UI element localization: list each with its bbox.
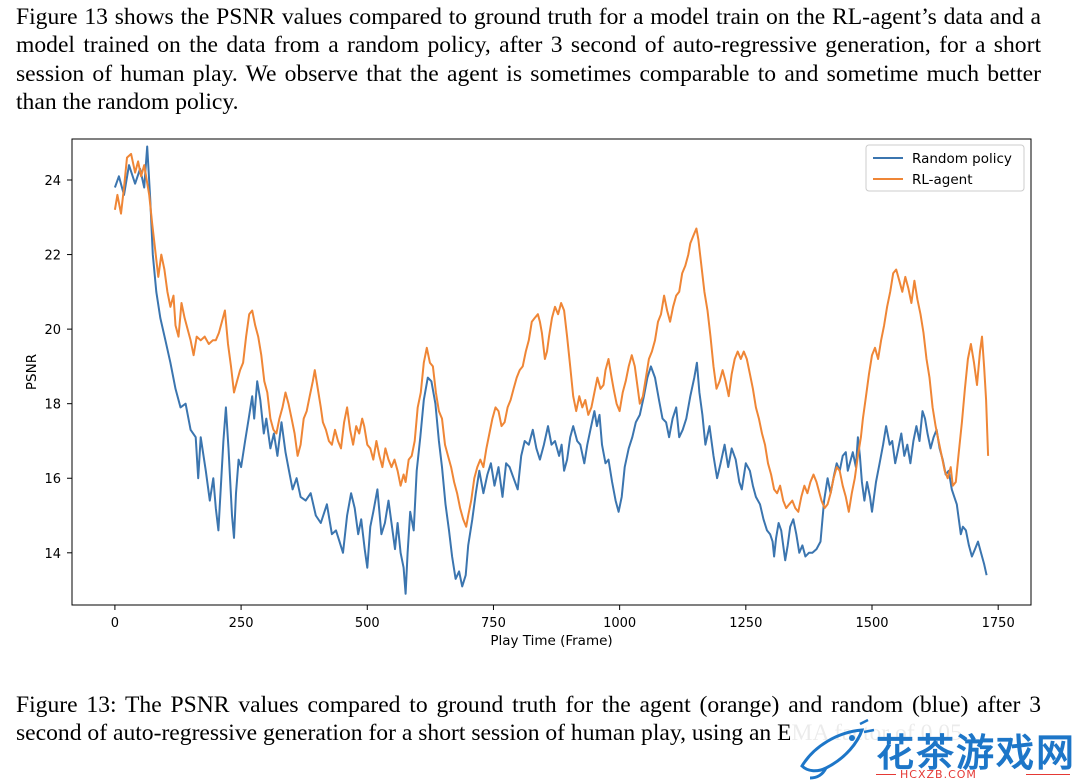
plot-layer bbox=[113, 145, 990, 595]
y-tick-label: 20 bbox=[44, 323, 61, 338]
fish-logo-icon bbox=[800, 718, 875, 780]
y-tick-label: 14 bbox=[44, 547, 61, 562]
watermark-rule-right bbox=[1026, 774, 1070, 775]
watermark-rule-left bbox=[876, 774, 896, 775]
plot-frame bbox=[71, 138, 1032, 606]
y-tick-label: 18 bbox=[44, 398, 61, 413]
watermark-subtext: HCXZB.COM bbox=[900, 768, 977, 781]
x-tick-label: 500 bbox=[355, 616, 380, 631]
legend-box bbox=[865, 144, 1025, 192]
x-tick-label: 250 bbox=[229, 616, 254, 631]
legend-label: Random policy bbox=[912, 151, 1012, 167]
watermark-text: 花茶游戏网 bbox=[876, 731, 1077, 775]
x-tick-label: 1750 bbox=[982, 616, 1015, 631]
series-line-rl-agent bbox=[113, 152, 990, 528]
axes-layer: 0 250 500 750 1000 1250 1500 1750 14 16 18 20 22 24 bbox=[44, 138, 1032, 631]
intro-paragraph: Figure 13 shows the PSNR values compared… bbox=[16, 4, 1041, 115]
legend-label: RL-agent bbox=[912, 172, 973, 188]
x-axis-label: Play Time (Frame) bbox=[490, 633, 612, 649]
y-axis-label: PSNR bbox=[24, 354, 40, 390]
chart-legend: Random policy RL-agent bbox=[865, 144, 1025, 192]
y-tick-label: 16 bbox=[44, 472, 61, 487]
x-tick-label: 750 bbox=[481, 616, 506, 631]
series-line-random-policy bbox=[113, 145, 988, 595]
y-tick-label: 22 bbox=[44, 249, 61, 264]
x-tick-label: 1500 bbox=[855, 616, 888, 631]
watermark: 花茶游戏网 HCXZB.COM bbox=[790, 718, 1080, 783]
x-tick-label: 0 bbox=[111, 616, 119, 631]
x-tick-label: 1000 bbox=[603, 616, 636, 631]
y-tick-label: 24 bbox=[44, 174, 61, 189]
psnr-line-chart: 0 250 500 750 1000 1250 1500 1750 14 16 18 20 22 24 P… bbox=[24, 138, 1032, 649]
x-tick-label: 1250 bbox=[729, 616, 762, 631]
